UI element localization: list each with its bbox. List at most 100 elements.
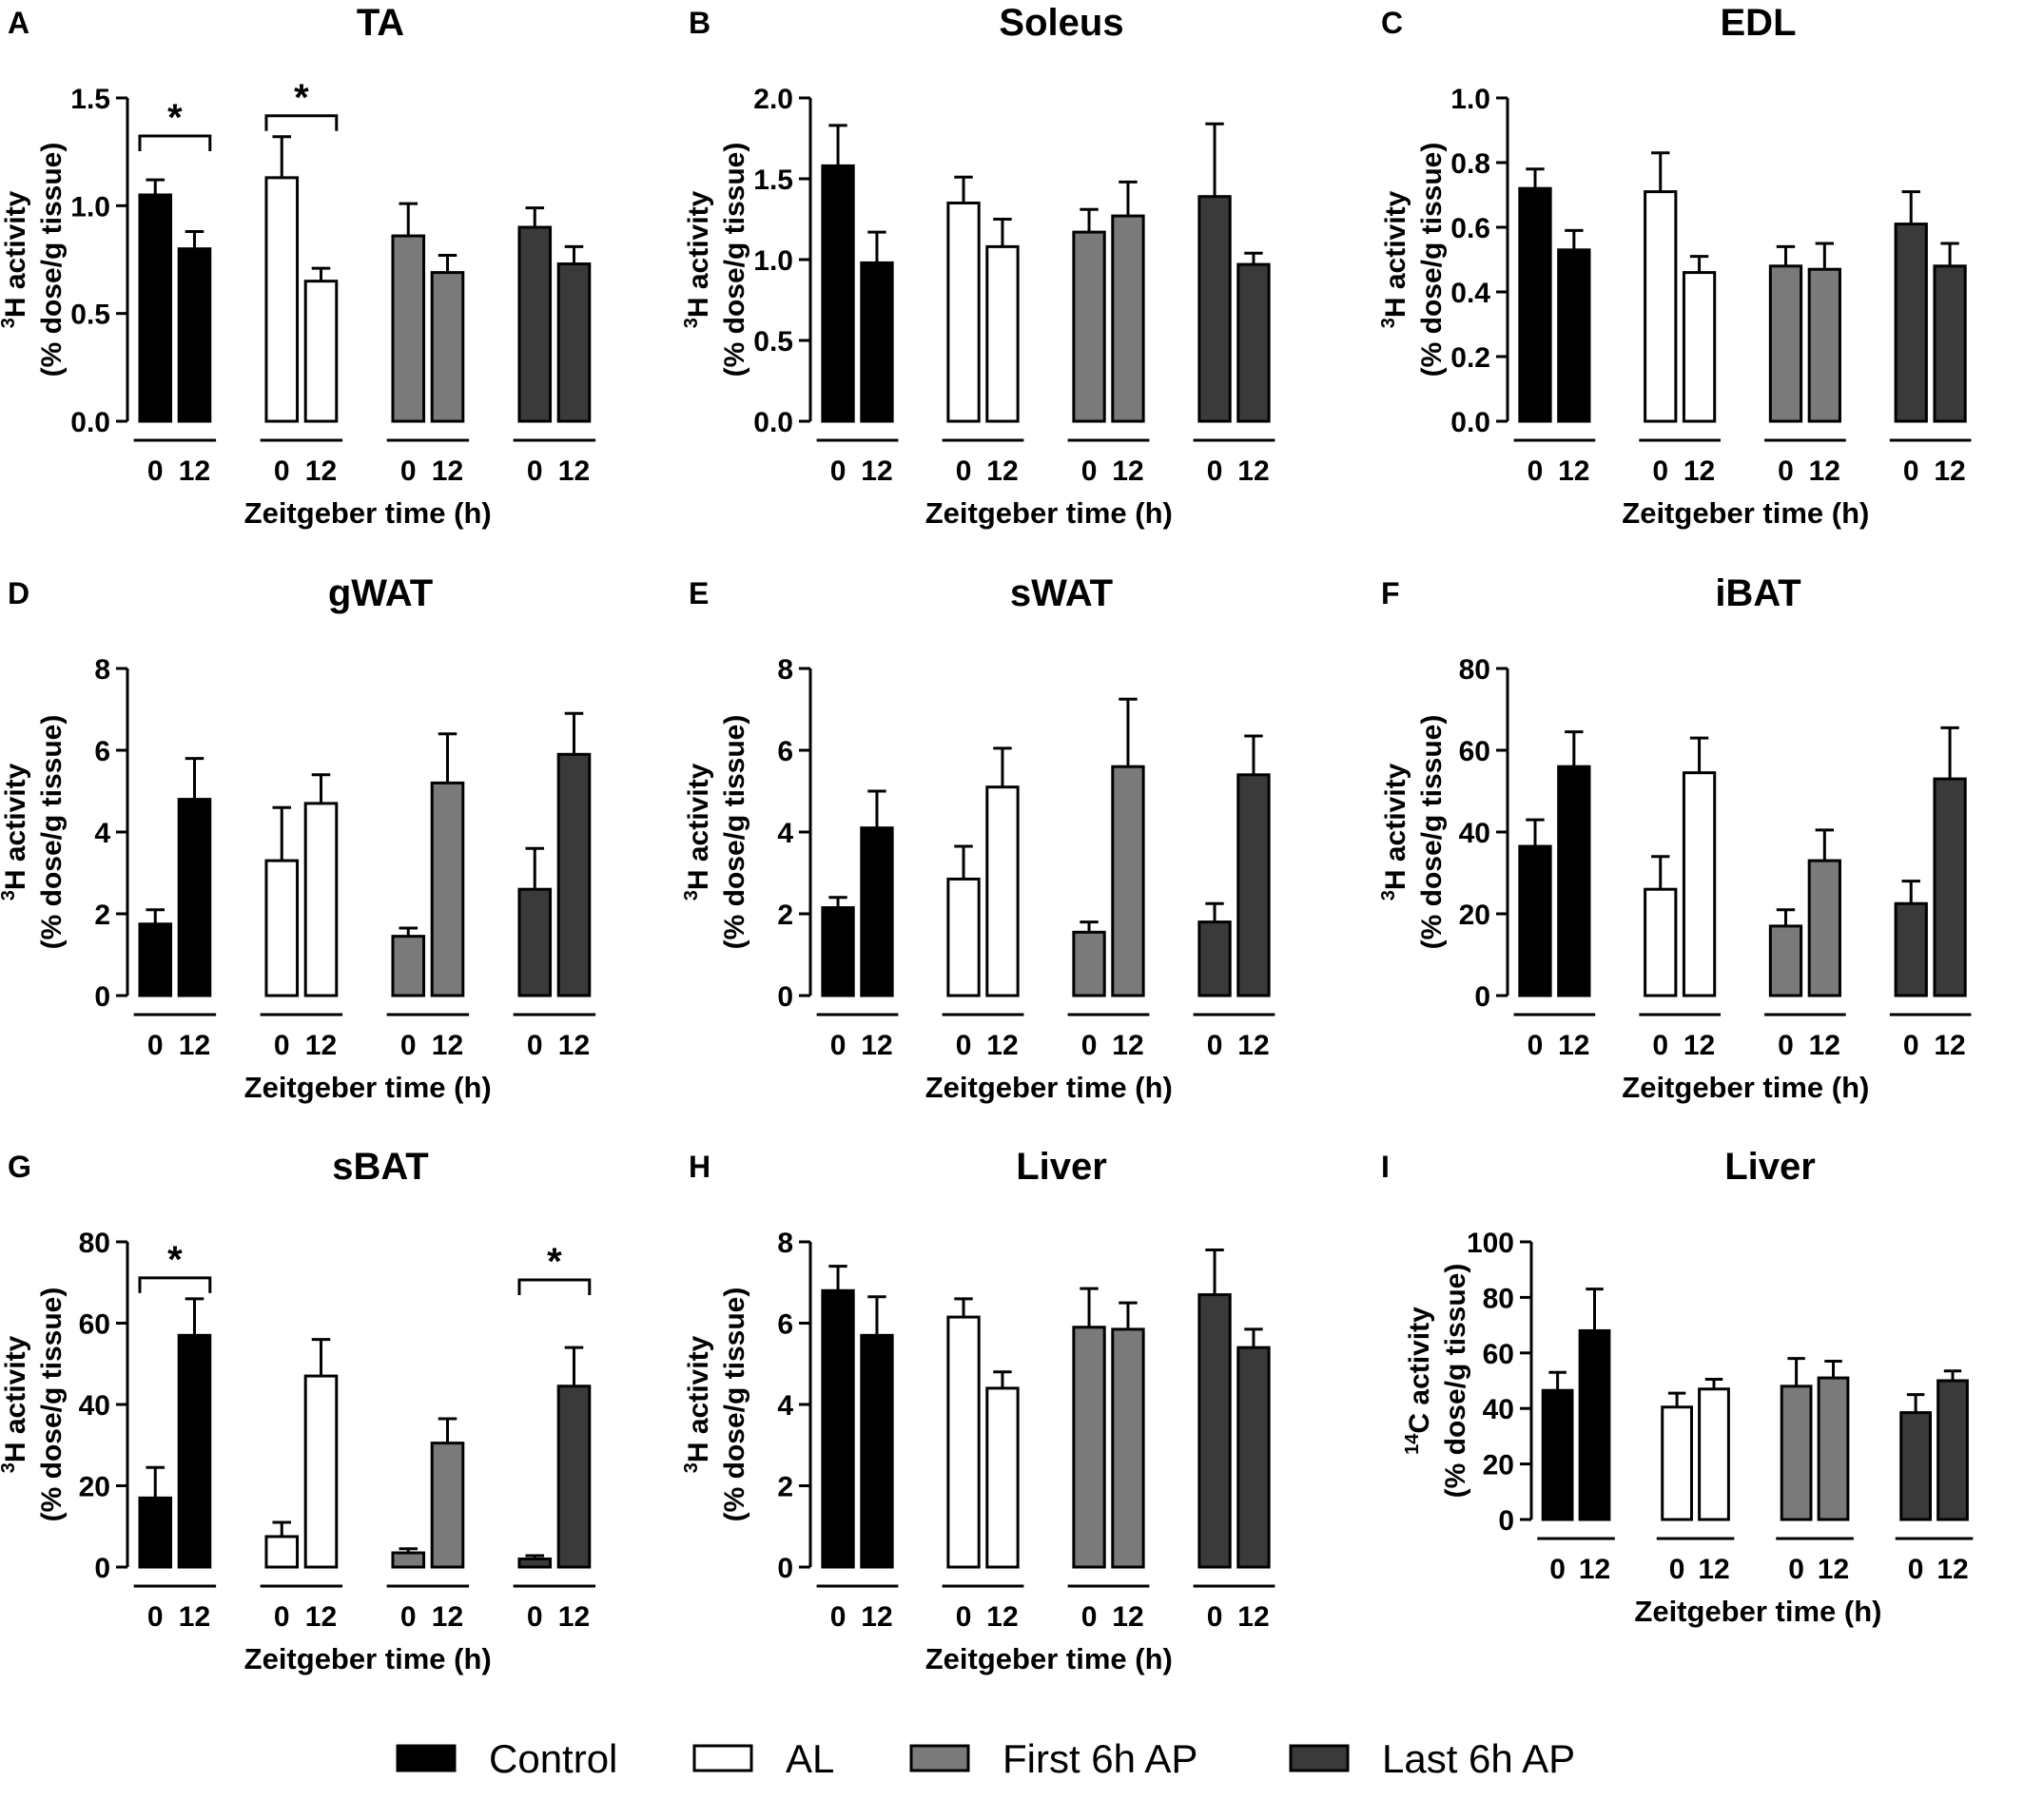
x-tick-label: 0 — [1778, 1030, 1794, 1061]
panel-letter: C — [1381, 6, 1403, 40]
y-tick-label: 0 — [777, 981, 793, 1013]
y-tick-label: 1.0 — [70, 191, 110, 223]
legend-label: Control — [489, 1736, 617, 1781]
y-axis-label-element: H activity — [0, 763, 31, 890]
y-tick-label: 0 — [94, 1553, 110, 1584]
bar-al-zt12 — [303, 1374, 339, 1569]
y-tick-label: 4 — [777, 1390, 793, 1422]
x-tick-label: 0 — [1528, 1030, 1544, 1061]
panel-a: A TA 0.0 0.5 1.0 1.5 3H activity (% dose/g tiss… — [0, 2, 596, 530]
bar-al-zt0 — [946, 1315, 981, 1569]
y-tick-label: 0 — [777, 1553, 793, 1584]
y-axis-label-element: C activity — [1404, 1307, 1435, 1434]
bar-last-6h-ap-zt12 — [1236, 1346, 1271, 1569]
x-tick-label: 12 — [1683, 1030, 1715, 1061]
legend-item-first-6h-ap: First 6h AP — [909, 1736, 1197, 1781]
y-axis-label: 3H activity — [0, 1335, 31, 1473]
bar-first-6h-ap-zt0 — [1768, 264, 1803, 423]
bar-last-6h-ap-zt0 — [1894, 223, 1928, 423]
y-tick-label: 100 — [1467, 1228, 1514, 1259]
x-axis-label: Zeitgeber time (h) — [925, 496, 1173, 530]
bar-control-zt12 — [860, 261, 894, 423]
bar-control-zt0 — [821, 1288, 855, 1569]
bar-control-zt0 — [138, 922, 173, 997]
y-axis-label-isotope: 3 — [0, 318, 19, 328]
legend: Control AL First 6h AP Last 6h AP — [396, 1736, 1575, 1781]
x-tick-label: 0 — [527, 1601, 543, 1633]
x-tick-label: 0 — [1903, 1030, 1919, 1061]
y-axis-label-isotope: 3 — [681, 318, 702, 328]
bar-control-zt12 — [1578, 1328, 1611, 1521]
panel-letter: H — [689, 1150, 710, 1184]
x-tick-label: 0 — [1207, 455, 1223, 487]
y-tick-label: 40 — [1459, 818, 1490, 849]
bar-first-6h-ap-zt12 — [1111, 765, 1145, 997]
y-tick-label: 2 — [94, 900, 110, 931]
bar-control-zt0 — [1518, 844, 1552, 997]
bar-first-6h-ap-zt0 — [1768, 924, 1803, 997]
x-axis-label: Zeitgeber time (h) — [244, 1642, 492, 1675]
x-tick-label: 12 — [558, 1601, 590, 1633]
y-tick-label: 40 — [1483, 1394, 1514, 1425]
x-tick-label: 0 — [527, 455, 543, 487]
y-tick-label: 20 — [1483, 1450, 1514, 1481]
x-tick-label: 12 — [1112, 1030, 1143, 1061]
significance-star: * — [167, 97, 183, 139]
y-tick-label: 80 — [1459, 654, 1490, 686]
bar-control-zt0 — [1541, 1388, 1574, 1521]
bar-control-zt0 — [138, 1496, 173, 1569]
bar-last-6h-ap-zt0 — [517, 1557, 553, 1569]
y-tick-label: 60 — [79, 1309, 110, 1341]
bar-al-zt12 — [1698, 1387, 1730, 1521]
x-axis-label: Zeitgeber time (h) — [925, 1071, 1173, 1104]
x-tick-label: 0 — [527, 1030, 543, 1061]
y-tick-label: 20 — [79, 1472, 110, 1503]
y-tick-label: 4 — [94, 818, 110, 849]
x-tick-label: 12 — [1698, 1554, 1729, 1585]
bar-al-zt12 — [985, 1386, 1020, 1569]
bar-last-6h-ap-zt0 — [1899, 1411, 1932, 1521]
bar-first-6h-ap-zt0 — [1780, 1384, 1813, 1521]
y-axis-label-units: (% dose/g tissue) — [719, 143, 750, 378]
bar-control-zt12 — [177, 798, 212, 997]
x-tick-label: 0 — [1207, 1601, 1223, 1633]
panel-title: Liver — [1016, 1146, 1107, 1188]
legend-swatch — [1289, 1744, 1350, 1772]
y-axis-label: 3H activity — [681, 763, 714, 900]
bar-last-6h-ap-zt12 — [1933, 264, 1967, 423]
y-axis-label: 3H activity — [1378, 763, 1411, 900]
y-axis-label-units: (% dose/g tissue) — [1416, 143, 1448, 378]
x-tick-label: 12 — [179, 1030, 210, 1061]
x-tick-label: 0 — [1207, 1030, 1223, 1061]
significance-bracket — [138, 134, 212, 151]
bar-control-zt0 — [821, 906, 855, 997]
y-axis-label-element: H activity — [683, 190, 714, 318]
bar-last-6h-ap-zt12 — [556, 262, 592, 423]
y-axis-label-element: H activity — [0, 190, 31, 318]
bar-last-6h-ap-zt12 — [556, 1384, 592, 1569]
x-tick-label: 12 — [861, 1601, 892, 1633]
bar-last-6h-ap-zt0 — [1894, 901, 1928, 997]
y-axis-label-element: H activity — [683, 1335, 714, 1462]
y-tick-label: 0 — [1474, 981, 1490, 1013]
y-axis-label-units: (% dose/g tissue) — [36, 715, 68, 950]
x-tick-label: 12 — [179, 455, 210, 487]
y-axis-label-units: (% dose/g tissue) — [1416, 715, 1448, 950]
x-tick-label: 12 — [1809, 1030, 1840, 1061]
y-axis-label: 3H activity — [0, 763, 31, 900]
y-tick-label: 40 — [79, 1390, 110, 1422]
x-tick-label: 12 — [432, 1030, 463, 1061]
bar-first-6h-ap-zt12 — [430, 781, 465, 997]
bar-control-zt12 — [1557, 765, 1591, 997]
x-tick-label: 12 — [1237, 455, 1269, 487]
y-axis-label: 3H activity — [681, 190, 714, 328]
x-tick-label: 12 — [1683, 455, 1715, 487]
x-tick-label: 12 — [1237, 1601, 1269, 1633]
bar-control-zt0 — [821, 164, 855, 423]
legend-swatch — [396, 1744, 457, 1772]
x-tick-label: 12 — [1237, 1030, 1269, 1061]
x-tick-label: 12 — [986, 1030, 1018, 1061]
bar-al-zt0 — [946, 202, 981, 423]
